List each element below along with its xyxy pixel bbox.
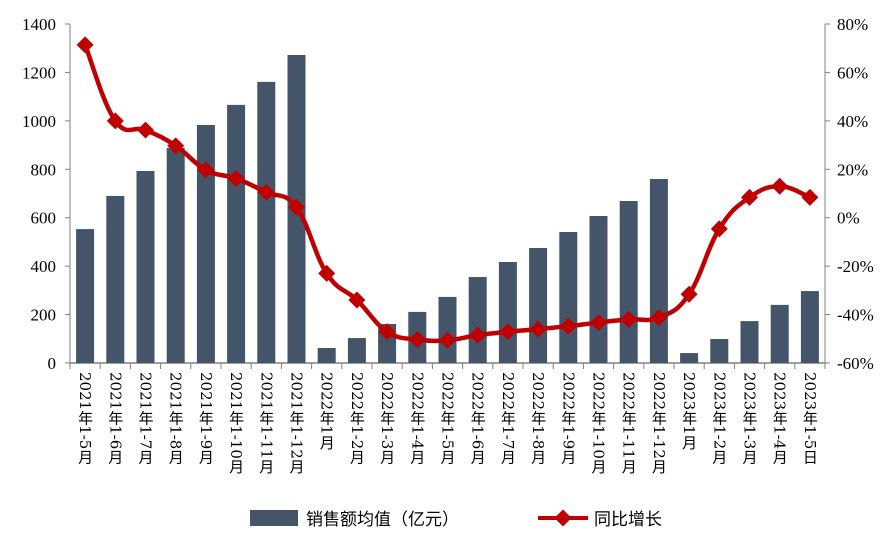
growth-marker xyxy=(771,177,789,195)
growth-marker xyxy=(620,310,638,328)
right-tick-label: -40% xyxy=(837,306,874,325)
growth-marker xyxy=(197,161,215,179)
bar xyxy=(136,170,155,363)
bar xyxy=(257,81,276,364)
growth-marker xyxy=(559,317,577,335)
bar xyxy=(589,216,608,363)
bar xyxy=(438,296,457,363)
legend-bar-label: 销售额均值（亿元） xyxy=(306,510,459,530)
left-tick-label: 0 xyxy=(48,354,57,373)
growth-marker xyxy=(227,170,245,187)
right-tick-label: 80% xyxy=(837,15,868,34)
category-label: 2022年1-11月 xyxy=(619,372,638,474)
growth-marker xyxy=(348,291,366,309)
bar xyxy=(559,232,578,363)
right-tick-label: 0% xyxy=(837,209,860,228)
category-label: 2021年1-10月 xyxy=(227,372,246,474)
category-label: 2022年1-12月 xyxy=(649,372,668,474)
bar xyxy=(680,353,699,363)
bar xyxy=(468,277,487,363)
legend-line-label: 同比增长 xyxy=(594,510,662,530)
category-label: 2021年1-11月 xyxy=(257,372,276,474)
growth-marker xyxy=(499,323,517,341)
category-label: 2022年1月 xyxy=(317,372,336,450)
growth-line xyxy=(83,43,811,344)
growth-marker xyxy=(288,198,305,216)
growth-marker xyxy=(137,121,154,139)
category-label: 2022年1-4月 xyxy=(408,372,427,465)
bar xyxy=(227,104,246,363)
bar xyxy=(76,229,95,363)
legend-line-marker xyxy=(554,509,572,527)
right-tick-label: -20% xyxy=(837,257,874,276)
bar xyxy=(347,338,366,363)
growth-marker xyxy=(710,220,728,238)
category-label: 2022年1-5月 xyxy=(438,372,457,465)
bar xyxy=(740,321,759,363)
category-label: 2021年1-9月 xyxy=(196,372,215,465)
growth-marker xyxy=(529,320,547,338)
growth-marker xyxy=(590,314,607,332)
bar xyxy=(317,347,336,363)
bar xyxy=(106,195,125,363)
legend: 销售额均值（亿元） 同比增长 xyxy=(250,509,662,530)
bar xyxy=(529,247,548,363)
bar xyxy=(498,262,517,363)
left-tick-label: 800 xyxy=(31,160,57,179)
growth-marker xyxy=(650,308,668,326)
category-label: 2022年1-6月 xyxy=(468,372,487,465)
growth-marker xyxy=(801,188,819,206)
growth-marker xyxy=(167,137,185,155)
category-label: 2021年1-12月 xyxy=(287,372,306,474)
growth-marker xyxy=(680,285,698,303)
bar xyxy=(800,291,819,363)
left-tick-label: 1200 xyxy=(22,63,56,82)
bar xyxy=(619,201,638,363)
bar xyxy=(196,124,215,363)
left-tick-label: 400 xyxy=(31,257,57,276)
growth-marker xyxy=(378,323,396,341)
category-label: 2022年1-10月 xyxy=(589,372,608,474)
left-tick-label: 1400 xyxy=(22,15,56,34)
category-label: 2022年1-2月 xyxy=(347,372,366,465)
category-label: 2022年1-3月 xyxy=(378,372,397,465)
bar xyxy=(710,339,729,363)
category-label: 2022年1-8月 xyxy=(529,372,548,465)
growth-marker xyxy=(106,112,124,130)
category-label: 2021年1-8月 xyxy=(166,372,185,465)
growth-marker xyxy=(318,264,336,282)
growth-marker xyxy=(741,188,758,206)
legend-bar-swatch xyxy=(250,510,298,526)
category-label: 2023年1-2月 xyxy=(710,372,729,465)
growth-marker xyxy=(76,36,94,54)
bar xyxy=(770,304,789,363)
left-tick-label: 1000 xyxy=(22,112,56,131)
category-label: 2021年1-6月 xyxy=(106,372,125,465)
bar xyxy=(166,147,185,363)
right-tick-label: -60% xyxy=(837,354,874,373)
category-label: 2022年1-9月 xyxy=(559,372,578,465)
right-tick-label: 60% xyxy=(837,63,868,82)
category-label: 2021年1-7月 xyxy=(136,372,155,465)
right-tick-label: 40% xyxy=(837,112,868,131)
right-tick-label: 20% xyxy=(837,160,868,179)
category-label: 2023年1月 xyxy=(680,372,699,450)
growth-marker xyxy=(469,326,487,344)
left-tick-label: 200 xyxy=(31,306,57,325)
growth-marker xyxy=(439,331,456,349)
category-label: 2021年1-5月 xyxy=(76,372,95,465)
growth-marker xyxy=(257,183,275,201)
category-label: 2023年1-5日 xyxy=(800,372,819,465)
growth-marker xyxy=(408,331,426,348)
category-label: 2023年1-3月 xyxy=(740,372,759,465)
left-tick-label: 600 xyxy=(31,209,57,228)
category-label: 2022年1-7月 xyxy=(498,372,517,465)
category-label: 2023年1-4月 xyxy=(770,372,789,465)
bar xyxy=(649,178,668,363)
